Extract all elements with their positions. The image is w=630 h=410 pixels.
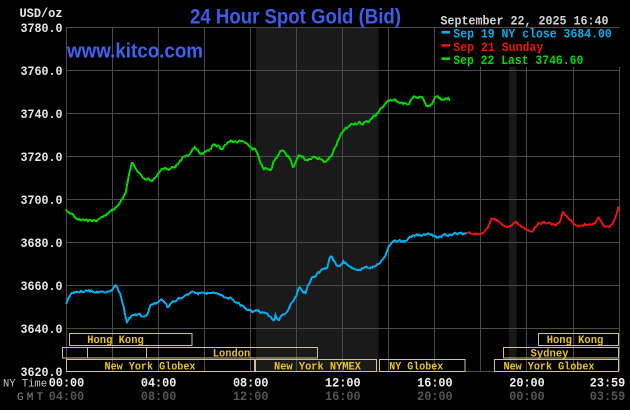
svg-text:September 22, 2025 16:40: September 22, 2025 16:40 xyxy=(441,13,609,28)
svg-text:3720.0: 3720.0 xyxy=(21,150,63,165)
svg-text:Hong Kong: Hong Kong xyxy=(87,335,144,347)
svg-text:New York NYMEX: New York NYMEX xyxy=(274,361,362,373)
svg-text:NY Time: NY Time xyxy=(3,379,47,391)
svg-text:20:00: 20:00 xyxy=(509,376,545,391)
svg-text:www.kitco.com: www.kitco.com xyxy=(66,40,203,63)
svg-text:23:59: 23:59 xyxy=(590,376,626,391)
svg-text:3680.0: 3680.0 xyxy=(21,236,63,251)
svg-text:08:00: 08:00 xyxy=(233,376,269,391)
svg-text:00:00: 00:00 xyxy=(509,389,545,404)
svg-text:Sep 21 Sunday: Sep 21 Sunday xyxy=(453,40,543,55)
svg-text:04:00: 04:00 xyxy=(49,389,85,404)
svg-text:3700.0: 3700.0 xyxy=(21,193,63,208)
svg-text:Sep 22 Last 3746.60: Sep 22 Last 3746.60 xyxy=(453,53,583,68)
svg-text:16:00: 16:00 xyxy=(417,376,453,391)
svg-text:Sep 19 NY close 3684.00: Sep 19 NY close 3684.00 xyxy=(453,27,612,42)
svg-text:12:00: 12:00 xyxy=(325,376,361,391)
svg-text:3760.0: 3760.0 xyxy=(21,64,63,79)
svg-text:NY Globex: NY Globex xyxy=(389,361,444,373)
svg-text:00:00: 00:00 xyxy=(49,376,85,391)
svg-text:New York Globex: New York Globex xyxy=(504,361,596,373)
svg-text:24 Hour Spot Gold (Bid): 24 Hour Spot Gold (Bid) xyxy=(190,5,401,28)
svg-text:3740.0: 3740.0 xyxy=(21,107,63,122)
svg-text:3780.0: 3780.0 xyxy=(21,21,63,36)
svg-text:GMT: GMT xyxy=(17,392,46,404)
svg-text:3660.0: 3660.0 xyxy=(21,279,63,294)
svg-text:3640.0: 3640.0 xyxy=(21,322,63,337)
svg-text:London: London xyxy=(213,348,251,360)
svg-text:04:00: 04:00 xyxy=(141,376,177,391)
svg-text:3620.0: 3620.0 xyxy=(21,365,63,380)
svg-text:20:00: 20:00 xyxy=(417,389,453,404)
svg-text:Hong Kong: Hong Kong xyxy=(547,335,604,347)
svg-text:12:00: 12:00 xyxy=(233,389,269,404)
svg-text:03:59: 03:59 xyxy=(590,389,626,404)
svg-text:New York Globex: New York Globex xyxy=(105,361,197,373)
svg-text:16:00: 16:00 xyxy=(325,389,361,404)
svg-text:08:00: 08:00 xyxy=(141,389,177,404)
svg-text:Sydney: Sydney xyxy=(531,348,570,360)
svg-text:USD/oz: USD/oz xyxy=(20,6,63,21)
